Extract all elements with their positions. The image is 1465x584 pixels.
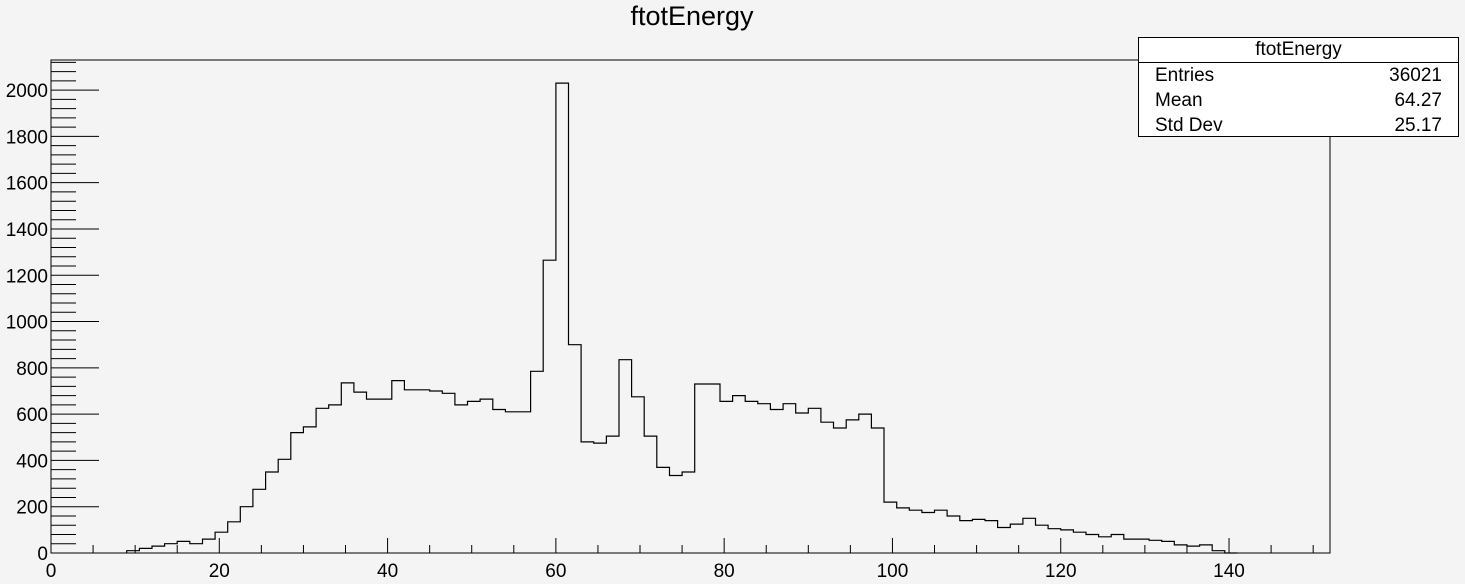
stats-value: 25.17: [1394, 115, 1442, 136]
y-tick-label: 1800: [6, 127, 48, 148]
stats-value: 36021: [1389, 65, 1442, 86]
stats-row-stddev: Std Dev 25.17: [1139, 113, 1458, 138]
y-tick-label: 400: [16, 451, 48, 472]
x-tick-label: 120: [1045, 561, 1077, 582]
y-tick-label: 1200: [6, 266, 48, 287]
stats-label: Mean: [1155, 90, 1203, 111]
stats-row-mean: Mean 64.27: [1139, 88, 1458, 113]
histogram-line: [126, 82, 1238, 554]
y-tick-label: 800: [16, 359, 48, 380]
y-tick-label: 2000: [6, 81, 48, 102]
stats-title: ftotEnergy: [1139, 38, 1458, 63]
stats-label: Std Dev: [1155, 115, 1223, 136]
stats-label: Entries: [1155, 65, 1215, 86]
x-tick-label: 40: [377, 561, 398, 582]
y-tick-label: 1000: [6, 313, 48, 334]
chart-title: ftotEnergy: [630, 1, 754, 31]
plot-frame: [50, 59, 1331, 554]
stats-value: 64.27: [1394, 90, 1442, 111]
x-tick-label: 0: [46, 561, 57, 582]
y-tick-label: 600: [16, 405, 48, 426]
y-axis-tick-labels: 0 200 400 600 800 1000 1200 1400 1600 1800 2000: [6, 81, 48, 565]
stats-box: ftotEnergy Entries 36021 Mean 64.27 Std …: [1138, 37, 1459, 137]
y-tick-label: 200: [16, 498, 48, 519]
axis-ticks: [50, 61, 1314, 554]
x-tick-label: 80: [714, 561, 735, 582]
x-tick-label: 60: [545, 561, 566, 582]
y-tick-label: 1400: [6, 220, 48, 241]
y-tick-label: 0: [37, 544, 48, 565]
stats-row-entries: Entries 36021: [1139, 63, 1458, 88]
x-tick-label: 20: [209, 561, 230, 582]
x-tick-label: 100: [877, 561, 909, 582]
x-tick-label: 140: [1213, 561, 1245, 582]
x-axis-tick-labels: 0 20 40 60 80 100 120 140: [46, 561, 1245, 582]
y-tick-label: 1600: [6, 174, 48, 195]
